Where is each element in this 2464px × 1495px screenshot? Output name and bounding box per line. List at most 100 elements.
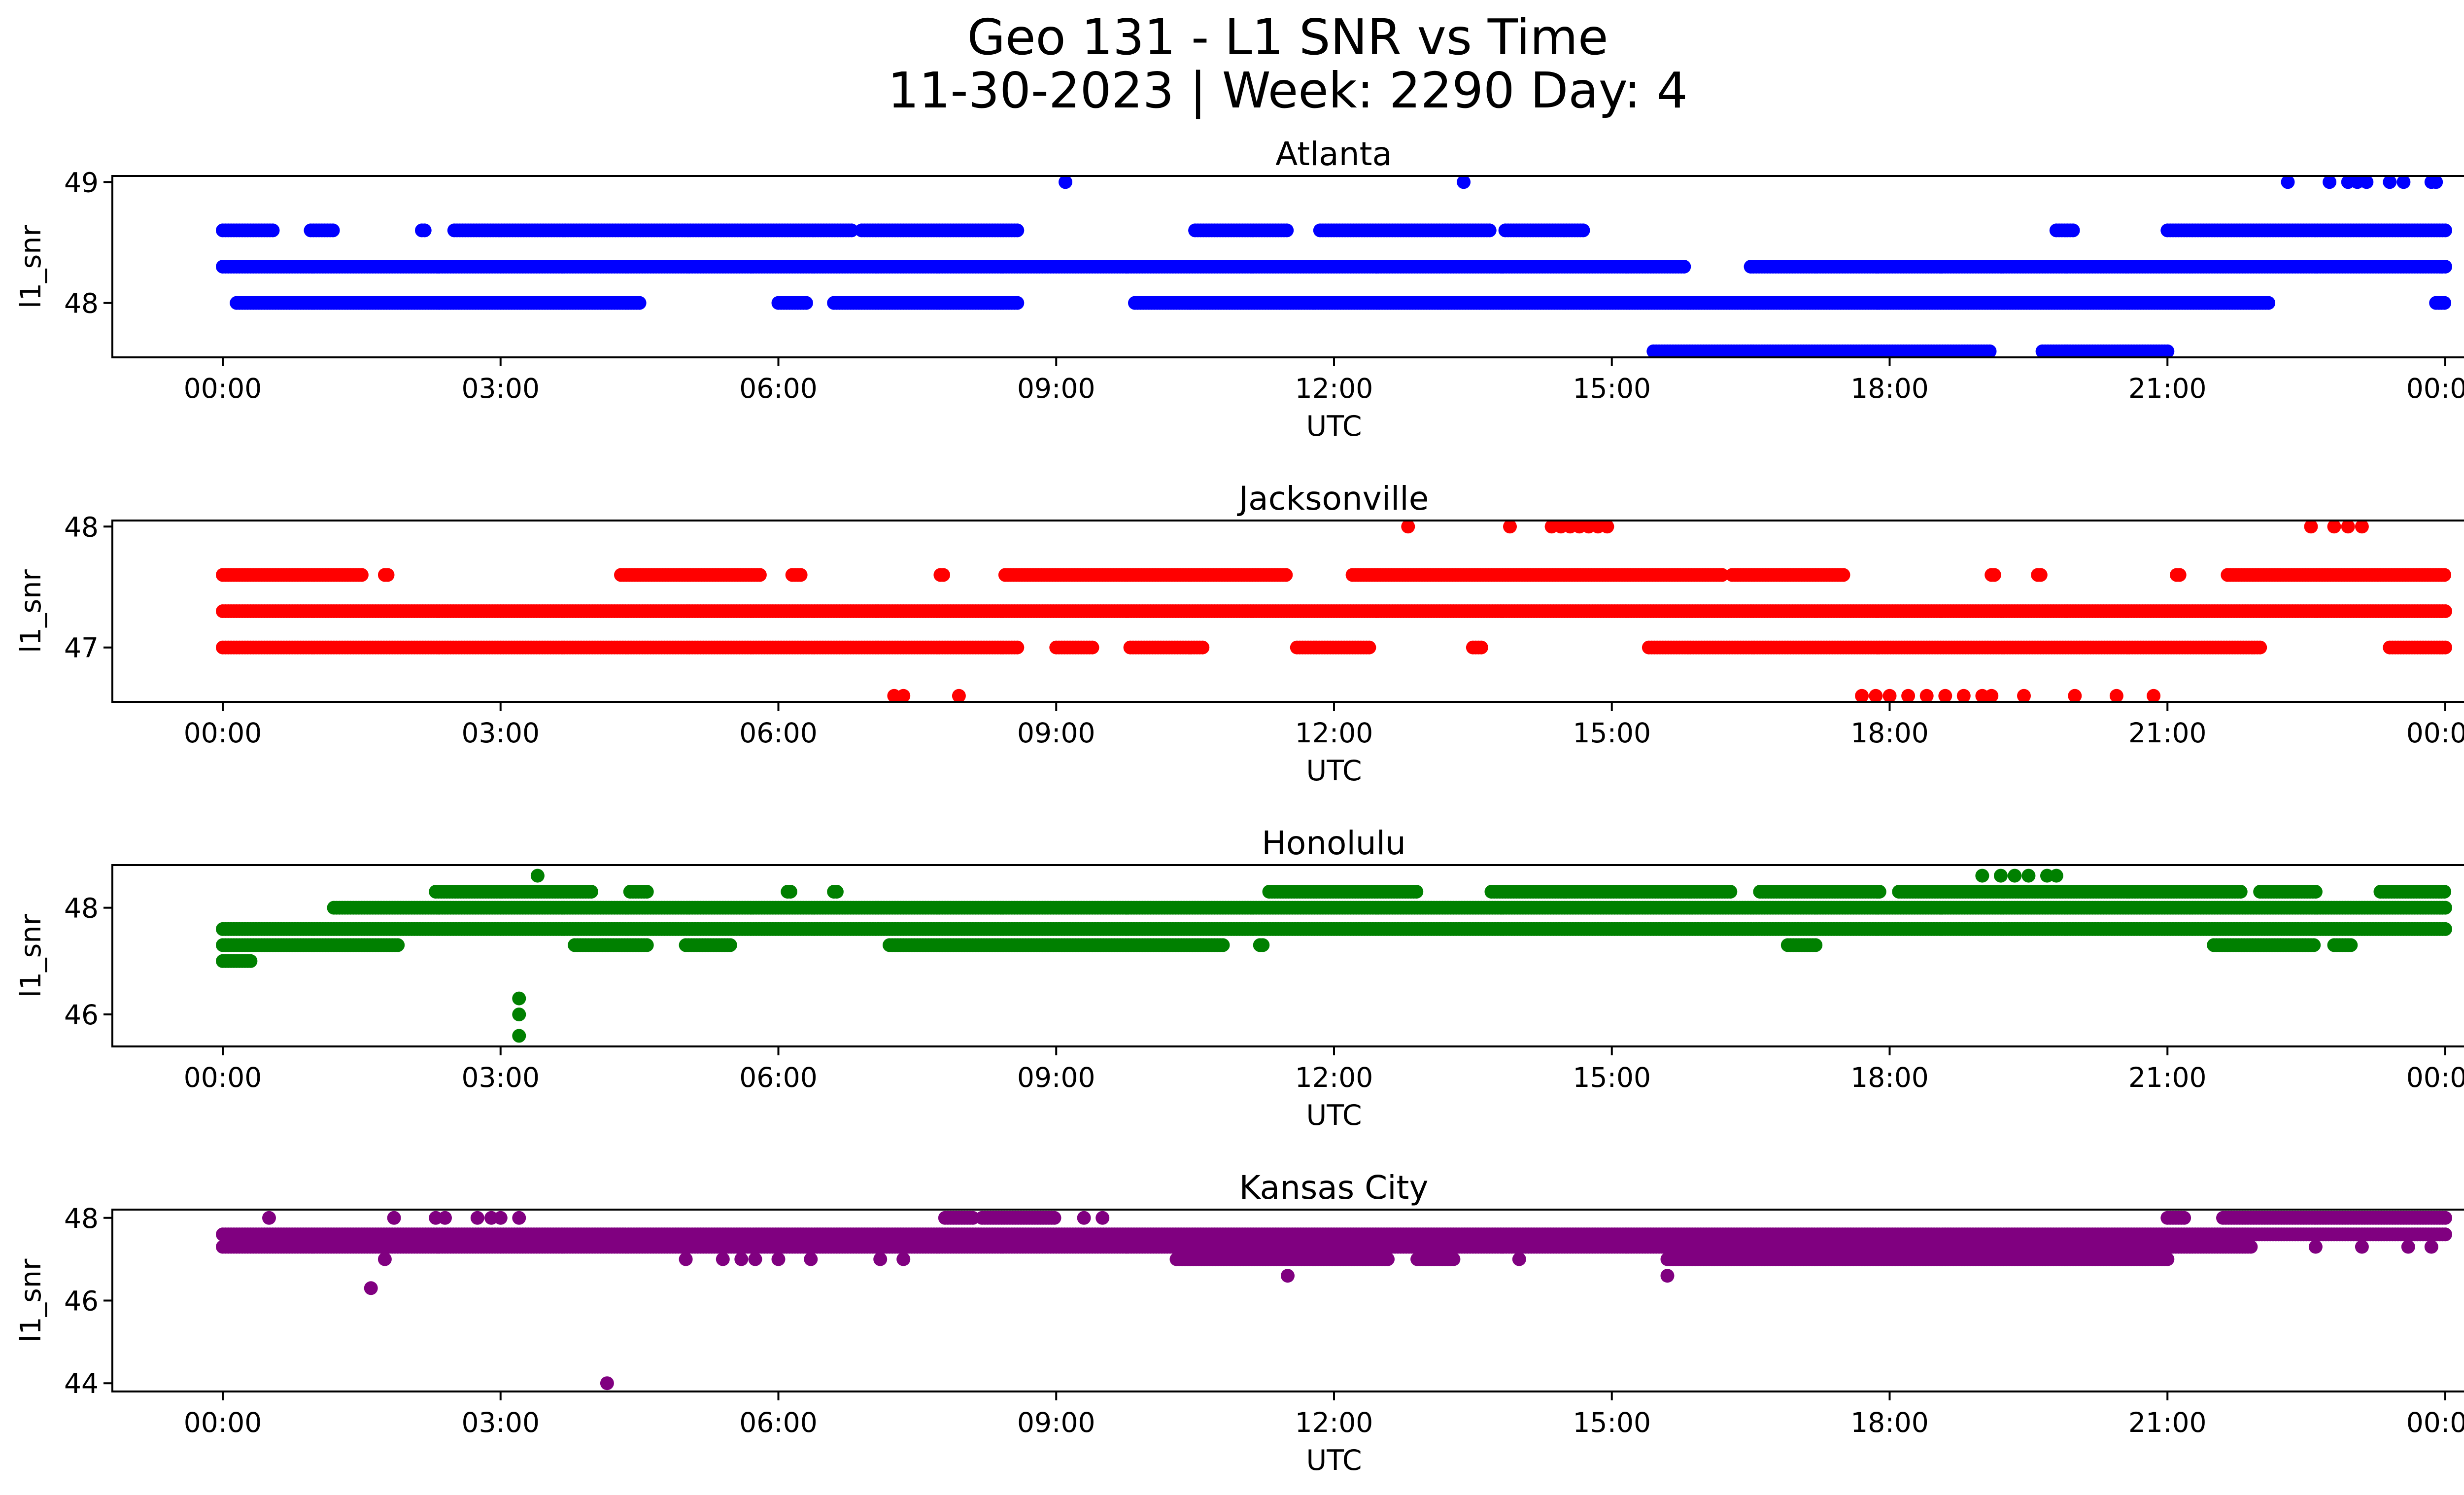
subplot-title: Jacksonville bbox=[1237, 480, 1429, 518]
data-point bbox=[1362, 640, 1376, 655]
data-point bbox=[2307, 938, 2321, 952]
data-point bbox=[2438, 223, 2452, 238]
x-tick-label: 03:00 bbox=[461, 373, 540, 404]
data-point bbox=[2281, 175, 2295, 189]
subplot-atlanta: Atlanta 48 49 00:00 03:00 06:00 09:00 12:00 15:0… bbox=[15, 135, 2464, 443]
data-point bbox=[512, 1008, 526, 1022]
data-series bbox=[216, 869, 2452, 1043]
data-point bbox=[1474, 640, 1488, 655]
figure-title-line-1: Geo 131 - L1 SNR vs Time bbox=[967, 8, 1608, 66]
data-point bbox=[380, 568, 395, 582]
data-point bbox=[243, 954, 258, 968]
data-point bbox=[723, 938, 737, 952]
x-tick-label: 00:00 bbox=[2406, 373, 2464, 404]
data-point bbox=[2437, 568, 2452, 582]
data-point bbox=[1457, 175, 1471, 189]
y-tick-label: 49 bbox=[64, 167, 99, 198]
data-point bbox=[2160, 344, 2175, 358]
data-point bbox=[2261, 296, 2276, 310]
data-point bbox=[1196, 640, 1210, 655]
data-point bbox=[936, 568, 950, 582]
x-tick-label: 15:00 bbox=[1573, 717, 1651, 749]
data-point bbox=[1600, 520, 1614, 534]
y-tick-label: 47 bbox=[64, 632, 99, 664]
data-point bbox=[1216, 938, 1230, 952]
data-point bbox=[1869, 689, 1883, 703]
data-point bbox=[354, 568, 369, 582]
data-point bbox=[632, 296, 647, 310]
data-point bbox=[1987, 568, 2001, 582]
data-point bbox=[1010, 296, 1025, 310]
data-point bbox=[2437, 296, 2452, 310]
data-point bbox=[1983, 344, 1997, 358]
data-point bbox=[417, 223, 432, 238]
data-point bbox=[799, 296, 813, 310]
data-point bbox=[2344, 938, 2358, 952]
data-point bbox=[2327, 520, 2341, 534]
data-point bbox=[1985, 689, 1999, 703]
data-point bbox=[2396, 175, 2411, 189]
data-point bbox=[1280, 223, 1294, 238]
x-tick-label: 09:00 bbox=[1017, 717, 1095, 749]
x-tick-label: 18:00 bbox=[1850, 373, 1929, 404]
x-tick-label: 06:00 bbox=[739, 717, 818, 749]
data-point bbox=[266, 223, 280, 238]
x-tick-label: 18:00 bbox=[1850, 717, 1929, 749]
x-tick-label: 09:00 bbox=[1017, 373, 1095, 404]
data-point bbox=[1010, 640, 1025, 655]
x-tick-label: 12:00 bbox=[1295, 373, 1373, 404]
y-tick-label: 48 bbox=[64, 511, 99, 543]
data-point bbox=[2068, 689, 2082, 703]
data-point bbox=[1677, 260, 1691, 274]
data-point bbox=[512, 991, 526, 1006]
data-point bbox=[1059, 175, 1072, 189]
data-point bbox=[2172, 568, 2187, 582]
x-tick-label: 00:00 bbox=[184, 717, 262, 749]
data-point bbox=[2383, 175, 2397, 189]
data-point bbox=[793, 568, 808, 582]
data-point bbox=[2438, 260, 2452, 274]
data-point bbox=[1503, 520, 1517, 534]
data-point bbox=[896, 689, 911, 703]
data-point bbox=[1836, 568, 1850, 582]
x-axis-label: UTC bbox=[1306, 410, 1362, 443]
data-point bbox=[1919, 689, 1934, 703]
data-point bbox=[1401, 520, 1415, 534]
data-point bbox=[640, 938, 654, 952]
data-point bbox=[1938, 689, 1952, 703]
x-tick-label: 06:00 bbox=[739, 373, 818, 404]
data-point bbox=[2323, 175, 2337, 189]
data-point bbox=[2033, 568, 2048, 582]
data-point bbox=[1279, 568, 1293, 582]
data-series bbox=[216, 520, 2452, 703]
data-point bbox=[512, 1029, 526, 1043]
data-point bbox=[1576, 223, 1590, 238]
y-tick-label: 48 bbox=[64, 288, 99, 319]
x-tick-label: 15:00 bbox=[1573, 373, 1651, 404]
data-point bbox=[2355, 520, 2369, 534]
data-point bbox=[2066, 223, 2080, 238]
data-point bbox=[2253, 640, 2267, 655]
data-point bbox=[2438, 640, 2452, 655]
data-point bbox=[2147, 689, 2161, 703]
x-tick-label: 00:00 bbox=[2406, 717, 2464, 749]
data-point bbox=[2360, 175, 2374, 189]
data-point bbox=[753, 568, 767, 582]
subplot-title: Honolulu bbox=[1262, 824, 1406, 862]
x-tick-label: 00:00 bbox=[184, 373, 262, 404]
data-point bbox=[1855, 689, 1869, 703]
data-point bbox=[1256, 938, 1270, 952]
data-point bbox=[1809, 938, 1823, 952]
subplot-title: Atlanta bbox=[1275, 135, 1392, 173]
x-tick-label: 21:00 bbox=[2128, 373, 2207, 404]
x-tick-label: 12:00 bbox=[1295, 717, 1373, 749]
y-axis-label: l1_snr bbox=[15, 569, 47, 653]
data-point bbox=[1010, 223, 1025, 238]
data-point bbox=[1901, 689, 1916, 703]
figure-title-line-2: 11-30-2023 | Week: 2290 Day: 4 bbox=[888, 62, 1688, 119]
y-axis-label: l1_snr bbox=[15, 225, 47, 309]
data-point bbox=[1882, 689, 1897, 703]
